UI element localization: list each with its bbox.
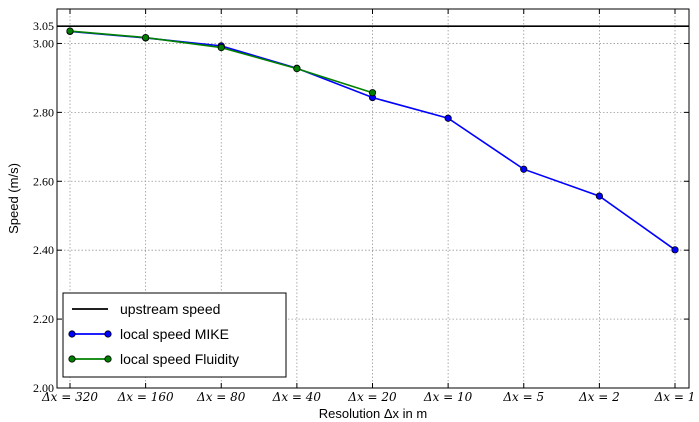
local-speed-fluidity-point bbox=[66, 27, 74, 35]
y-tick-label: 2.80 bbox=[33, 105, 54, 119]
local-speed-mike-point bbox=[520, 165, 528, 173]
x-tick-label: Δx = 2 bbox=[578, 390, 620, 404]
x-tick-label: Δx = 20 bbox=[347, 390, 397, 404]
legend-label: upstream speed bbox=[120, 301, 220, 317]
legend-label: local speed MIKE bbox=[120, 326, 229, 342]
x-ticks: Δx = 320 Δx = 160 Δx = 80 Δx = 40 Δx = 20 Δx … bbox=[41, 9, 695, 404]
local-speed-fluidity-point bbox=[293, 65, 301, 73]
grid-lines bbox=[57, 9, 689, 388]
y-ticks: 2.00 2.20 2.40 2.60 2.80 3.00 3.05 bbox=[33, 19, 689, 395]
y-axis-label: Speed (m/s) bbox=[6, 163, 21, 234]
legend-label: local speed Fluidity bbox=[120, 351, 239, 367]
y-tick-label: 2.60 bbox=[33, 174, 54, 188]
x-tick-label: Δx = 320 bbox=[41, 390, 98, 404]
y-tick-label: 3.00 bbox=[33, 36, 54, 50]
local-speed-mike-point bbox=[595, 192, 603, 200]
local-speed-fluidity-point bbox=[368, 89, 377, 97]
y-tick-label: 2.00 bbox=[33, 381, 54, 395]
local-speed-mike-line bbox=[69, 30, 676, 251]
x-tick-label: Δx = 10 bbox=[423, 390, 473, 404]
legend: upstream speed local speed MIKE local spee… bbox=[62, 292, 287, 378]
x-tick-label: Δx = 1 bbox=[654, 390, 696, 404]
y-tick-label: 2.40 bbox=[33, 243, 54, 257]
x-tick-label: Δx = 160 bbox=[117, 390, 174, 404]
legend-marker bbox=[104, 330, 112, 338]
local-speed-fluidity-point bbox=[142, 33, 150, 42]
legend-box bbox=[62, 292, 287, 378]
local-speed-mike-point bbox=[671, 246, 679, 254]
x-tick-label: Δx = 5 bbox=[502, 390, 544, 404]
x-tick-label: Δx = 80 bbox=[196, 390, 246, 404]
local-speed-fluidity-point bbox=[217, 43, 225, 52]
local-speed-mike-point bbox=[444, 114, 452, 122]
legend-marker bbox=[104, 355, 112, 363]
x-axis-label: Resolution Δx in m bbox=[319, 406, 427, 421]
y-tick-label: 2.20 bbox=[33, 312, 54, 326]
y-tick-label: 3.05 bbox=[33, 19, 54, 33]
legend-marker bbox=[68, 330, 76, 338]
legend-marker bbox=[68, 355, 76, 363]
x-tick-label: Δx = 40 bbox=[272, 390, 322, 404]
series-group bbox=[66, 27, 679, 254]
